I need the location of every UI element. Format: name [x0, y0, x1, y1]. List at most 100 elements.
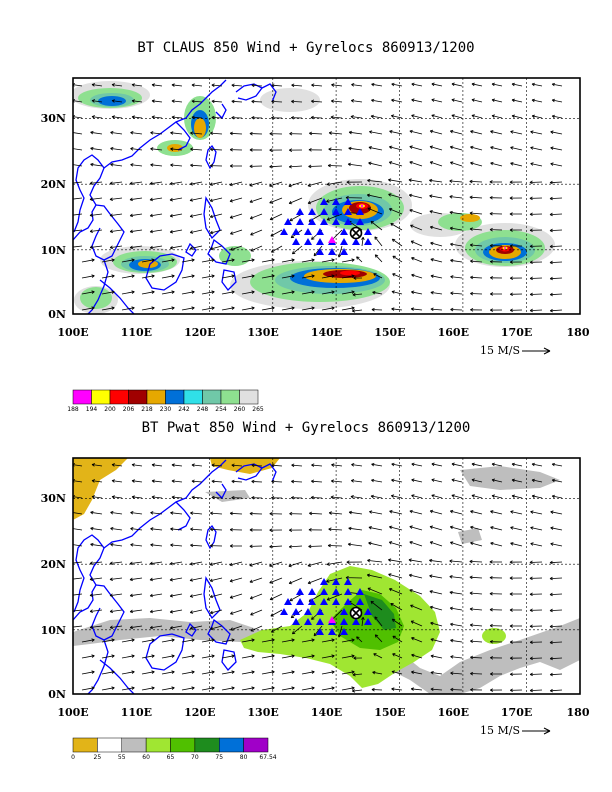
wind-arrow — [530, 130, 543, 135]
wind-arrow — [449, 179, 463, 183]
wind-arrow — [161, 258, 175, 263]
wind-arrow — [470, 525, 483, 531]
wind-arrow — [471, 98, 483, 103]
wind-arrow — [308, 148, 323, 152]
wind-arrow — [409, 589, 423, 595]
wind-arrow — [409, 129, 423, 135]
wind-arrow — [469, 591, 483, 596]
wind-arrow — [249, 593, 263, 600]
wind-arrow — [181, 670, 195, 675]
wind-arrow — [81, 274, 95, 279]
wind-arrow — [301, 654, 315, 659]
wind-arrow — [341, 686, 355, 691]
gyre-triangle — [280, 228, 288, 235]
colorbar-swatch — [239, 389, 259, 405]
gyre-triangle — [284, 218, 292, 225]
wind-arrow — [509, 656, 523, 660]
wind-arrow — [470, 130, 483, 135]
wind-arrow — [110, 163, 123, 167]
wind-arrow — [131, 83, 143, 87]
wind-arrow — [430, 241, 443, 247]
wind-arrow — [229, 181, 243, 187]
wind-arrow — [348, 510, 363, 515]
wind-arrow — [291, 83, 303, 88]
wind-arrow — [550, 162, 563, 167]
wind-arrow — [431, 494, 443, 499]
claus-y-axis-labels: 0N 10N 20N 30N — [41, 112, 66, 321]
wind-arrow — [111, 83, 123, 87]
wind-arrow — [549, 672, 563, 677]
wind-arrow — [190, 543, 203, 548]
wind-arrow — [367, 178, 383, 183]
wind-arrow — [249, 577, 263, 583]
wind-arrow — [350, 479, 363, 483]
wind-arrow — [450, 541, 463, 547]
wind-arrow — [529, 276, 543, 281]
wind-arrow — [469, 195, 483, 200]
wind-arrow — [90, 146, 103, 151]
wind-arrow — [469, 559, 483, 564]
wind-arrow — [130, 527, 143, 531]
wind-arrow — [370, 114, 383, 119]
wind-arrow — [411, 98, 423, 103]
wind-arrow — [388, 178, 403, 183]
wind-arrow — [430, 307, 443, 312]
wind-arrow — [189, 229, 203, 234]
wind-arrow — [209, 593, 223, 599]
wind-arrow — [110, 526, 123, 531]
pwat-x-tick: 130E — [247, 706, 278, 719]
wind-arrow — [150, 163, 163, 167]
wind-arrow — [509, 260, 523, 264]
gyre-triangle — [280, 608, 288, 615]
wind-arrow — [549, 592, 563, 597]
claus-gyre-triangles — [280, 198, 372, 255]
wind-arrow — [229, 164, 242, 168]
wind-arrow — [369, 510, 383, 515]
claus-y-tick: 20N — [41, 178, 66, 191]
wind-arrow — [130, 131, 143, 135]
wind-arrow — [169, 213, 183, 218]
gyre-triangle — [344, 218, 352, 225]
wind-arrow — [209, 131, 223, 136]
wind-arrow — [189, 245, 203, 250]
wind-arrow — [471, 478, 483, 483]
gyre-triangle-center — [328, 236, 336, 243]
wind-arrow — [89, 229, 103, 233]
wind-arrow — [111, 479, 123, 483]
wind-arrow — [251, 99, 263, 104]
wind-arrow — [73, 561, 83, 564]
wind-arrow — [408, 573, 423, 579]
wind-arrow — [161, 670, 175, 675]
wind-arrow — [367, 207, 383, 215]
wind-arrow — [391, 82, 403, 87]
wind-arrow — [470, 145, 483, 151]
wind-arrow — [391, 478, 403, 483]
wind-arrow — [549, 608, 563, 613]
wind-arrow — [370, 600, 383, 611]
wind-arrow — [189, 593, 203, 598]
wind-arrow — [281, 686, 295, 691]
wind-arrow — [410, 620, 423, 627]
wind-arrow — [469, 211, 483, 216]
wind-arrow — [231, 99, 243, 104]
gyre-triangle — [356, 208, 364, 215]
gyre-triangle — [356, 218, 364, 225]
wind-arrow — [429, 194, 443, 199]
wind-arrow — [269, 511, 283, 516]
wind-arrow — [171, 99, 183, 103]
wind-arrow — [429, 509, 443, 515]
wind-arrow — [230, 609, 243, 615]
wind-arrow — [81, 258, 95, 263]
colorbar-label: 254 — [215, 406, 227, 413]
wind-arrow — [341, 306, 355, 311]
wind-arrow — [210, 163, 223, 168]
wind-arrow — [530, 526, 543, 531]
wind-arrow — [529, 672, 543, 677]
wind-arrow — [430, 291, 443, 295]
wind-arrow — [450, 655, 463, 659]
colorbar-label: 260 — [234, 406, 246, 413]
wind-arrow — [151, 115, 163, 119]
wind-arrow — [91, 479, 103, 483]
wind-arrow — [281, 670, 295, 675]
wind-arrow — [390, 114, 403, 119]
